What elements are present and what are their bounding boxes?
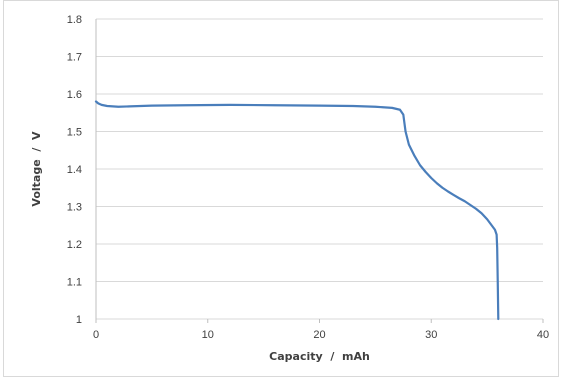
- x-tick-label: 10: [202, 329, 214, 341]
- y-axis-label: Voltage / V: [30, 131, 43, 207]
- y-tick-label: 1.5: [67, 127, 82, 139]
- y-tick-label: 1.3: [67, 202, 82, 214]
- x-tick-label: 40: [537, 329, 549, 341]
- x-tick-label: 20: [313, 329, 325, 341]
- x-tick-label: 0: [93, 329, 99, 341]
- series-line-0: [94, 100, 500, 321]
- y-tick-label: 1.8: [67, 14, 82, 26]
- grid-lines: [95, 18, 544, 323]
- y-tick-labels: 1 1.1 1.2 1.3 1.4 1.5 1.6 1.7 1.8: [67, 14, 82, 326]
- series-group: [94, 100, 500, 321]
- y-tick-label: 1.2: [67, 239, 82, 251]
- x-tick-label: 30: [425, 329, 437, 341]
- y-tick-label: 1: [76, 314, 82, 326]
- y-tick-label: 1.1: [67, 277, 82, 289]
- y-tick-label: 1.6: [67, 89, 82, 101]
- y-tick-label: 1.7: [67, 52, 82, 64]
- x-tick-labels: 0 10 20 30 40: [93, 329, 549, 341]
- y-tick-label: 1.4: [67, 164, 82, 176]
- x-axis-label: Capacity / mAh: [269, 350, 370, 363]
